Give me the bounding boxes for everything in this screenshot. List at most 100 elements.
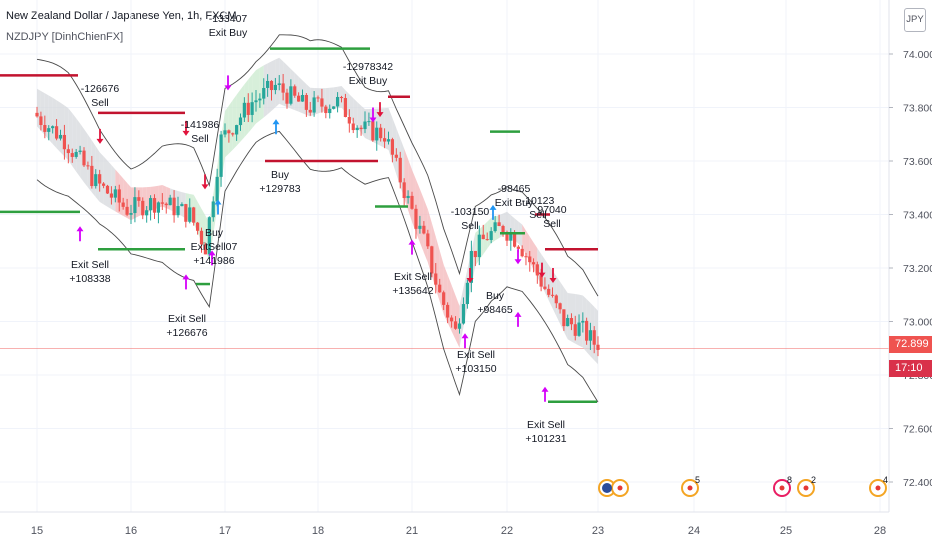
channel-segment: [525, 230, 530, 262]
candle-body: [277, 83, 281, 85]
arrow-head: [489, 204, 497, 210]
candle-body: [238, 117, 243, 126]
candle-body: [51, 126, 55, 129]
channel-segment: [68, 108, 73, 167]
signal-label-sell: Sell: [529, 209, 547, 221]
signal-label-sell: Sell: [461, 220, 479, 232]
candle-body: [596, 344, 600, 350]
channel-segment: [563, 287, 568, 340]
candle-body: [430, 246, 434, 274]
candle-body: [285, 92, 289, 104]
candle-body: [203, 244, 208, 255]
channel-segment: [329, 87, 334, 110]
signal-label-sell: Sell: [91, 97, 109, 109]
channel-segment: [48, 95, 53, 144]
candle-body: [62, 134, 67, 150]
signal-label-exit-buy: Exit Buy: [209, 27, 248, 39]
channel-segment: [507, 211, 511, 237]
event-dot: [779, 485, 785, 491]
candle-body: [390, 139, 395, 155]
candle-body: [367, 121, 371, 123]
arrow-head: [182, 274, 190, 280]
indicator-label: NZDJPY [DinhChienFX]: [6, 31, 124, 43]
y-tick-label: 73.200: [903, 263, 932, 275]
signal-label-exit-sell: Exit Sell: [527, 419, 565, 431]
candle-body: [406, 195, 410, 199]
candle-body: [418, 225, 422, 229]
channel-segment: [349, 94, 354, 123]
candle-body: [281, 83, 285, 93]
candle-body: [581, 320, 585, 323]
candle-body: [66, 149, 70, 154]
arrow-head: [514, 259, 522, 265]
channel-segment: [357, 101, 362, 133]
candle-body: [78, 150, 82, 152]
candle-body: [531, 262, 536, 265]
candle-body: [262, 87, 266, 99]
arrow-head: [376, 112, 384, 118]
bar-countdown-badge: 17:10: [889, 360, 932, 377]
candle-body: [512, 233, 517, 247]
candle-body: [320, 98, 324, 107]
candle-body: [569, 318, 574, 325]
channel-segment: [259, 65, 264, 121]
candle-body: [300, 94, 305, 102]
channel-segment: [318, 88, 322, 114]
signal-label-sell: -126676: [81, 83, 120, 95]
channel-segment: [232, 94, 237, 150]
channel-segment: [240, 84, 245, 142]
candle-body: [121, 202, 125, 207]
candle-body: [493, 222, 497, 232]
signal-label-exit-sell: Exit Sell: [394, 271, 432, 283]
channel-segment: [590, 302, 595, 361]
channel-segment: [294, 72, 299, 112]
candle-body: [242, 102, 246, 118]
y-tick-label: 72.600: [903, 424, 932, 436]
candle-body: [382, 138, 387, 142]
candle-body: [90, 165, 94, 187]
arrow-head: [369, 117, 377, 123]
candle-body: [207, 217, 211, 255]
signal-label-exit-sell: +135642: [392, 285, 433, 297]
x-tick-label: 22: [501, 525, 513, 537]
candle-body: [351, 123, 355, 131]
channel-segment: [72, 113, 77, 172]
event-count: 4: [883, 475, 888, 485]
signal-label-sell: Sell: [191, 133, 209, 145]
candle-body: [558, 303, 562, 310]
signal-label-exit-buy: Exit Buy: [349, 75, 388, 87]
channel-segment: [99, 152, 104, 205]
candle-body: [273, 84, 277, 91]
candle-body: [554, 295, 558, 304]
candle-body: [339, 96, 344, 99]
candle-body: [465, 282, 470, 305]
y-tick-label: 73.600: [903, 156, 932, 168]
x-tick-label: 17: [219, 525, 231, 537]
x-tick-label: 21: [406, 525, 418, 537]
arrow-head: [201, 184, 209, 190]
candle-body: [461, 304, 466, 324]
arrow-head: [208, 250, 216, 256]
channel-segment: [52, 97, 57, 149]
candle-body: [316, 97, 320, 99]
channel-segment: [279, 57, 284, 106]
signal-label-exit-buy: -133407: [209, 13, 248, 25]
candle-body: [473, 250, 477, 258]
candle-body: [562, 309, 566, 327]
candle-body: [573, 324, 577, 336]
event-count: 2: [811, 475, 816, 485]
channel-segment: [256, 67, 260, 124]
channel-segment: [365, 109, 369, 140]
candle-body: [184, 204, 188, 222]
signal-label-sell: -141986: [181, 119, 220, 131]
currency-button[interactable]: JPY: [904, 8, 926, 32]
candle-body: [219, 134, 223, 177]
signal-label-buy: Buy: [205, 227, 224, 239]
candle-body: [501, 225, 505, 234]
signal-label-buy: ExitSell07: [191, 241, 238, 253]
candle-body: [547, 288, 551, 295]
candle-body: [141, 200, 145, 216]
candle-body: [152, 198, 157, 213]
